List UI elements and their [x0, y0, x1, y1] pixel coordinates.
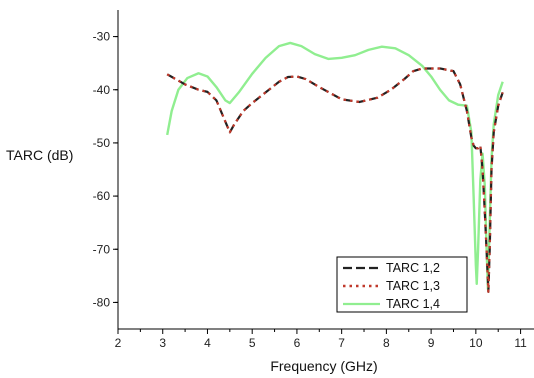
y-tick-label: -40: [93, 83, 111, 97]
legend-label-3: TARC 1,4: [386, 297, 440, 311]
y-axis-title: TARC (dB): [6, 147, 73, 163]
y-tick-label: -30: [93, 30, 111, 44]
x-tick-label: 3: [159, 336, 166, 350]
x-tick-label: 10: [469, 336, 483, 350]
series-line-2: [166, 67, 504, 293]
x-tick-label: 4: [204, 336, 211, 350]
axes: 2 3 4 5 6 7 8 9 10 11 -30 -40 -50 -60 -70 -80: [93, 10, 534, 350]
plot-lines: [166, 41, 504, 293]
y-tick-label: -70: [93, 242, 111, 256]
legend: TARC 1,2 TARC 1,3 TARC 1,4: [336, 256, 468, 313]
x-tick-label: 9: [428, 336, 435, 350]
x-tick-label: 11: [514, 336, 527, 350]
legend-label-2: TARC 1,3: [386, 279, 440, 293]
series-line-3: [166, 41, 504, 291]
y-tick-label: -50: [93, 136, 111, 150]
x-axis-title: Frequency (GHz): [270, 358, 377, 374]
x-tick-label: 7: [338, 336, 345, 350]
legend-label-1: TARC 1,2: [386, 261, 440, 275]
y-tick-label: -60: [93, 189, 111, 203]
y-tick-label: -80: [93, 295, 111, 309]
legend-box: [336, 256, 468, 313]
x-tick-label: 2: [115, 336, 122, 350]
x-tick-label: 8: [383, 336, 390, 350]
x-tick-label: 6: [294, 336, 301, 350]
x-tick-label: 5: [249, 336, 256, 350]
